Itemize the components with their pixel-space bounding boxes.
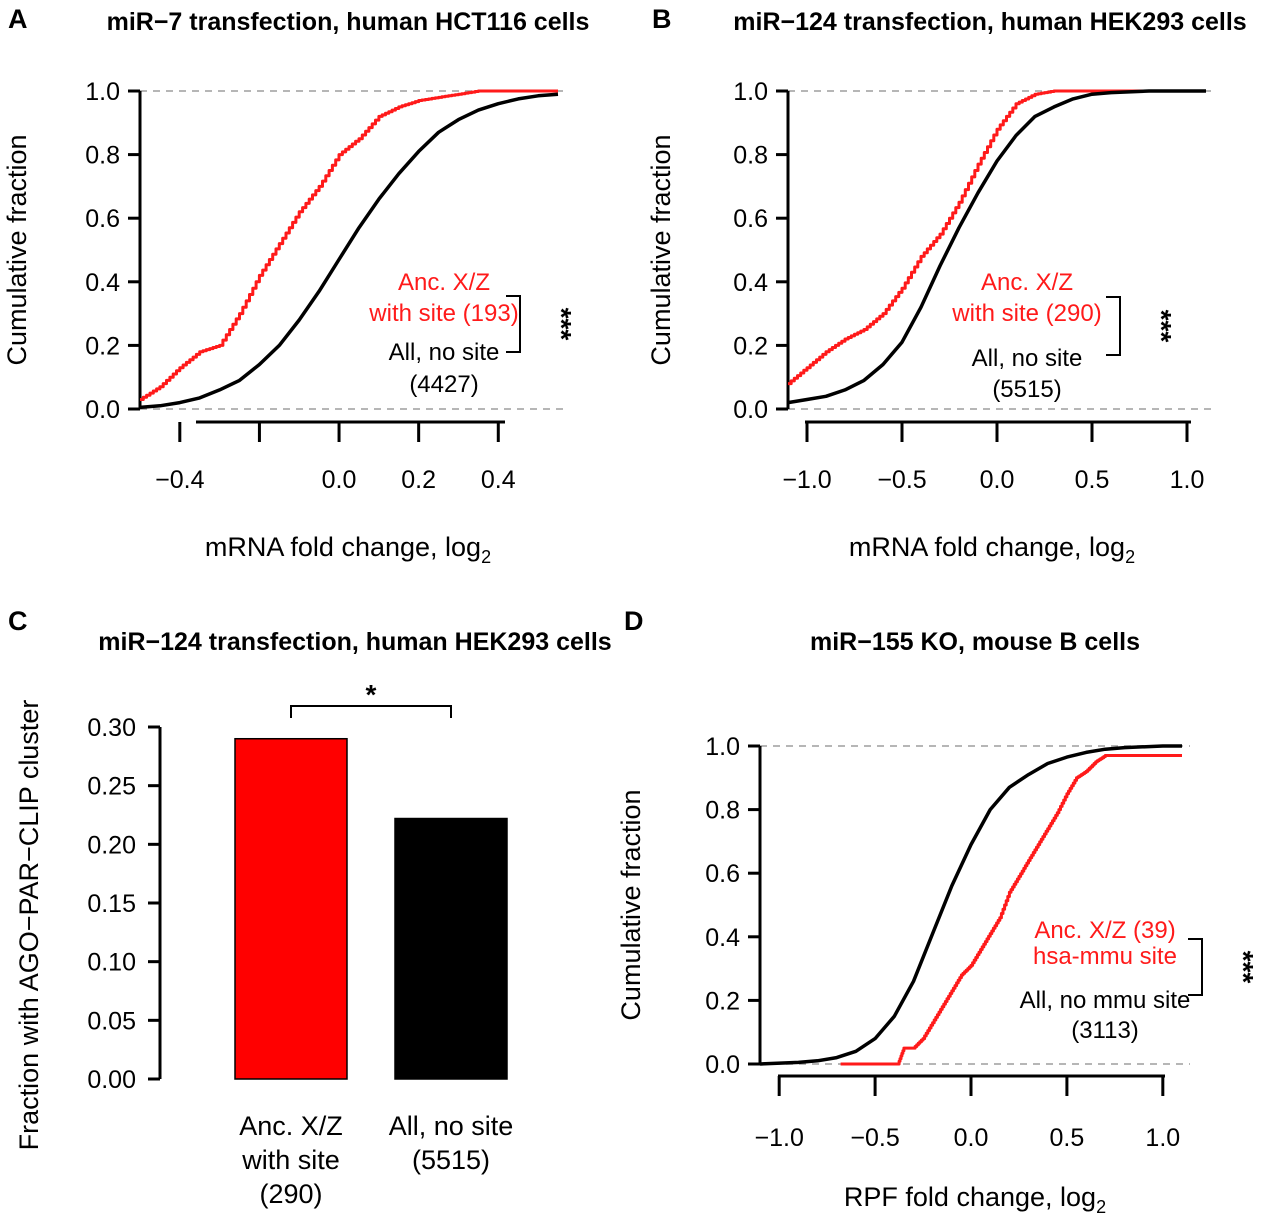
significance-bracket (1188, 938, 1203, 996)
x-axis-label: mRNA fold change, log2 (849, 532, 1135, 567)
significance-stars: * (366, 679, 377, 710)
significance-bracket (506, 295, 521, 353)
x-axis-label-subscript: 2 (1125, 547, 1135, 567)
chart-title: miR−7 transfection, human HCT116 cells (107, 8, 590, 36)
legend-site-label: hsa-mmu site (1033, 943, 1177, 970)
x-tick-label: −0.4 (155, 466, 204, 494)
x-tick-label: 0.0 (954, 1124, 989, 1152)
y-axis-label: Fraction with AGO−PAR−CLIP cluster (14, 700, 44, 1151)
legend-site-label: Anc. X/Z (398, 269, 490, 296)
panel-letter: C (8, 606, 28, 636)
y-tick-label: 0.4 (733, 269, 768, 297)
y-axis-label: Cumulative fraction (646, 134, 676, 365)
chart-title: miR−155 KO, mouse B cells (810, 628, 1140, 656)
y-tick-label: 1.0 (705, 733, 740, 761)
series-line-site (788, 89, 1206, 386)
bar-category-label: (5515) (412, 1145, 490, 1175)
x-tick-label: 0.0 (980, 466, 1015, 494)
legend-no-site-label: (3113) (1071, 1017, 1139, 1044)
y-tick-label: 0.6 (85, 205, 120, 233)
significance-stars: *** (546, 308, 577, 341)
x-axis-label-text: mRNA fold change, log (849, 532, 1125, 562)
legend-site-label: Anc. X/Z (981, 269, 1073, 296)
y-tick-label: 0.20 (87, 831, 136, 859)
y-tick-label: 0.25 (87, 773, 136, 801)
y-tick-label: 0.4 (85, 269, 120, 297)
series-line-no-site (787, 89, 1206, 405)
panel-letter: B (652, 4, 672, 34)
y-tick-label: 0.6 (705, 860, 740, 888)
panel-letter: D (624, 606, 644, 636)
y-tick-label: 1.0 (733, 78, 768, 106)
y-tick-label: 0.00 (87, 1066, 136, 1094)
bar-category-label: (290) (259, 1179, 322, 1209)
x-axis-label: mRNA fold change, log2 (205, 532, 491, 567)
y-tick-label: 0.4 (705, 924, 740, 952)
x-tick-label: 1.0 (1145, 1124, 1180, 1152)
legend-site-label: with site (290) (951, 300, 1101, 327)
legend-no-site-label: All, no site (972, 345, 1083, 372)
x-axis-label-text: mRNA fold change, log (205, 532, 481, 562)
x-tick-label: 0.2 (401, 466, 436, 494)
legend-no-site-label: (5515) (992, 376, 1061, 403)
x-axis-label-text: RPF fold change, log (844, 1182, 1096, 1212)
x-tick-label: 0.5 (1075, 466, 1110, 494)
y-tick-label: 0.8 (85, 142, 120, 170)
y-tick-label: 0.8 (705, 797, 740, 825)
x-axis-label-subscript: 2 (1096, 1197, 1106, 1217)
legend-site-label: Anc. X/Z (39) (1034, 917, 1175, 944)
legend-no-site-label: All, no mmu site (1020, 987, 1191, 1014)
y-tick-label: 0.30 (87, 714, 136, 742)
y-tick-label: 0.0 (733, 396, 768, 424)
series-line-no-site (759, 744, 1182, 1066)
y-tick-label: 0.0 (705, 1051, 740, 1079)
bar-no-site (394, 817, 508, 1080)
bar-category-label: with site (241, 1145, 340, 1175)
x-axis-label: RPF fold change, log2 (844, 1182, 1106, 1217)
legend-no-site-label: (4427) (409, 371, 478, 398)
legend-site-label: with site (193) (368, 300, 518, 327)
x-tick-label: −0.5 (850, 1124, 899, 1152)
y-tick-label: 0.8 (733, 142, 768, 170)
y-tick-label: 0.6 (733, 205, 768, 233)
bar-category-label: Anc. X/Z (239, 1111, 343, 1141)
y-tick-label: 0.2 (733, 332, 768, 360)
series-line-no-site (139, 92, 559, 410)
series-line-site (140, 89, 558, 401)
x-tick-label: −1.0 (755, 1124, 804, 1152)
y-tick-label: 0.0 (85, 396, 120, 424)
y-tick-label: 0.10 (87, 949, 136, 977)
significance-stars: *** (1228, 951, 1259, 984)
series-line-site (840, 754, 1182, 1066)
bar-site (234, 737, 348, 1080)
y-tick-label: 1.0 (85, 78, 120, 106)
chart-title: miR−124 transfection, human HEK293 cells (98, 628, 611, 656)
x-tick-label: −1.0 (782, 466, 831, 494)
chart-title: miR−124 transfection, human HEK293 cells (733, 8, 1246, 36)
panel-letter: A (8, 4, 28, 34)
x-tick-label: 1.0 (1170, 466, 1205, 494)
y-axis-label: Cumulative fraction (2, 134, 32, 365)
y-tick-label: 0.05 (87, 1007, 136, 1035)
y-tick-label: 0.2 (85, 332, 120, 360)
x-tick-label: 0.4 (481, 466, 516, 494)
x-tick-label: −0.5 (877, 466, 926, 494)
x-axis-label-subscript: 2 (481, 547, 491, 567)
x-tick-label: 0.0 (322, 466, 357, 494)
x-tick-label: 0.5 (1050, 1124, 1085, 1152)
y-tick-label: 0.15 (87, 890, 136, 918)
legend-no-site-label: All, no site (389, 339, 500, 366)
significance-stars: *** (1146, 310, 1177, 343)
bar-category-label: All, no site (389, 1111, 514, 1141)
significance-bracket (1106, 296, 1121, 356)
y-tick-label: 0.2 (705, 987, 740, 1015)
significance-bracket (290, 705, 452, 718)
y-axis-label: Cumulative fraction (616, 789, 646, 1020)
